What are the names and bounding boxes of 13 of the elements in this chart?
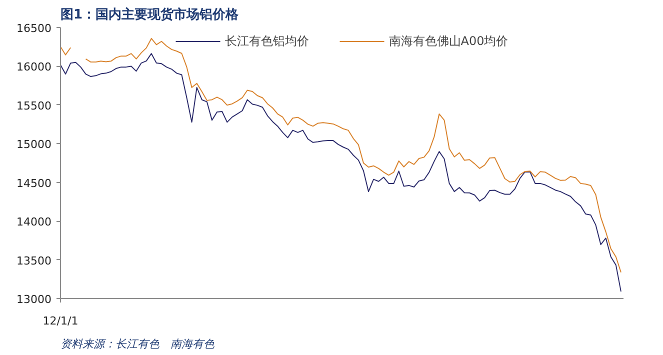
y-tick-label: 15500 (16, 99, 52, 112)
y-tick-label: 14500 (16, 176, 52, 190)
chart-title: 图1：国内主要现货市场铝价格 (60, 6, 240, 22)
y-tick-label: 14000 (16, 216, 52, 229)
y-tick-label: 16500 (16, 22, 52, 35)
x-tick-label: 12/1/1 (42, 314, 78, 328)
legend-label: 南海有色佛山A00均价 (388, 32, 508, 50)
legend-label: 长江有色铝均价 (224, 32, 309, 50)
y-tick-label: 13000 (16, 293, 52, 306)
y-tick-label: 15000 (16, 138, 52, 152)
y-tick-label: 16000 (16, 60, 52, 74)
y-tick-label: 13500 (16, 254, 52, 268)
text: 资料来源：长江有色 南海有色 (60, 338, 216, 350)
